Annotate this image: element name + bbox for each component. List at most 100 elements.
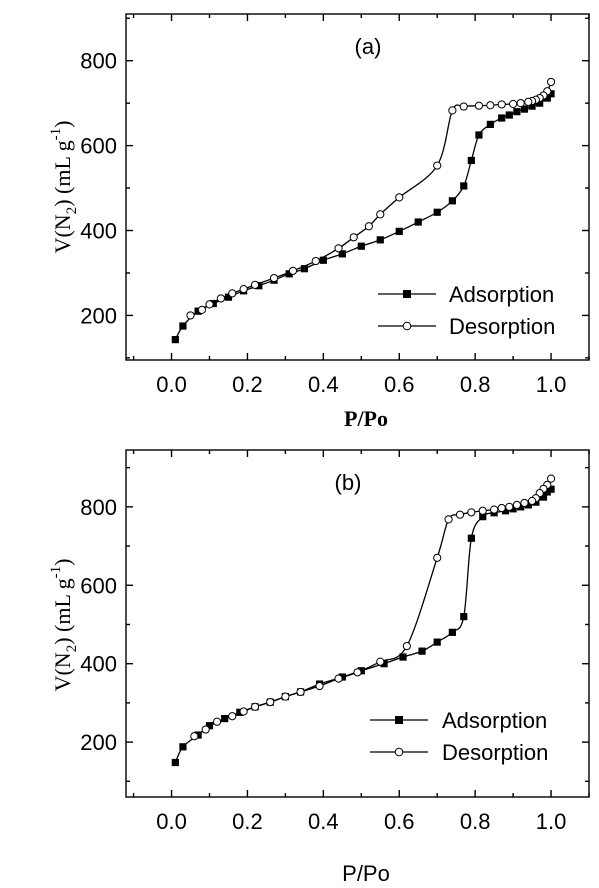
data-point-adsorption — [399, 653, 407, 661]
markers-b — [171, 474, 556, 767]
data-point-adsorption — [547, 485, 555, 493]
data-point-adsorption — [338, 250, 346, 258]
series-line-desorption — [193, 478, 552, 737]
data-point-adsorption — [475, 131, 483, 139]
x-tick-label: 0.2 — [232, 372, 263, 397]
x-tick-label: 1.0 — [536, 809, 567, 834]
legend-marker-adsorption — [403, 290, 411, 298]
data-point-desorption — [433, 161, 442, 170]
data-point-desorption — [402, 641, 411, 651]
y-tick-label: 200 — [80, 730, 117, 755]
x-tick-label: 0.0 — [156, 372, 187, 397]
data-point-desorption — [524, 97, 533, 106]
data-point-desorption — [269, 273, 279, 283]
x-axis-label-b: P/Po — [342, 861, 390, 886]
data-point-desorption — [527, 496, 537, 506]
data-point-adsorption — [171, 336, 179, 344]
legend-label-adsorption: Adsorption — [442, 708, 547, 733]
data-point-adsorption — [380, 660, 388, 668]
legend-a: Adsorption Desorption — [378, 282, 555, 339]
data-point-adsorption — [460, 613, 468, 621]
axis-ticks-b — [126, 450, 590, 797]
axis-ticks-a — [126, 14, 590, 360]
markers-a — [171, 77, 556, 344]
data-point-desorption — [490, 505, 499, 514]
legend-label-desorption: Desorption — [442, 740, 548, 765]
series-line-desorption — [190, 81, 552, 317]
data-point-desorption — [467, 508, 476, 517]
panel-title-b: (b) — [335, 470, 362, 495]
data-point-desorption — [508, 99, 518, 109]
data-point-adsorption — [509, 505, 517, 513]
data-point-adsorption — [479, 513, 487, 521]
data-point-adsorption — [224, 293, 233, 301]
data-point-desorption — [364, 222, 373, 231]
data-point-adsorption — [513, 108, 521, 116]
data-point-adsorption — [395, 227, 403, 235]
plot-frame-b — [125, 449, 590, 798]
data-point-desorption — [497, 100, 506, 109]
y-tick-label: 800 — [80, 49, 117, 74]
data-point-adsorption — [179, 743, 187, 751]
data-point-desorption — [190, 732, 199, 741]
data-point-desorption — [516, 99, 525, 108]
data-point-desorption — [448, 106, 457, 115]
data-point-adsorption — [418, 647, 426, 655]
data-point-adsorption — [357, 242, 365, 250]
data-point-adsorption — [467, 156, 475, 165]
data-point-adsorption — [498, 114, 506, 122]
data-point-adsorption — [448, 197, 456, 205]
tick-labels-a: 0.0 0.2 0.4 0.6 0.8 1.0 200 400 600 800 — [80, 49, 566, 397]
data-point-desorption — [520, 498, 529, 508]
x-tick-label: 0.2 — [232, 809, 263, 834]
legend-label-desorption: Desorption — [449, 314, 555, 339]
data-point-adsorption — [505, 111, 513, 119]
data-point-desorption — [505, 502, 514, 511]
data-point-adsorption — [467, 534, 475, 542]
x-tick-label: 0.0 — [156, 809, 187, 834]
data-point-desorption — [512, 500, 521, 509]
data-point-desorption — [197, 305, 207, 315]
data-point-adsorption — [205, 722, 214, 730]
x-tick-label: 0.6 — [384, 809, 415, 834]
legend-entry-adsorption: Adsorption — [378, 282, 554, 307]
data-point-adsorption — [528, 102, 536, 110]
chart-panel-a: 0.0 0.2 0.4 0.6 0.8 1.0 200 400 600 800 (a) V(N2)… — [48, 13, 590, 431]
y-axis-label-a: V(N2) (mL g-1) — [48, 121, 80, 254]
data-point-desorption — [497, 503, 506, 513]
y-tick-label: 200 — [80, 303, 117, 328]
data-point-adsorption — [376, 236, 384, 244]
legend-b: Adsorption Desorption — [370, 708, 548, 765]
data-point-desorption — [353, 668, 362, 677]
y-tick-label: 400 — [80, 219, 117, 244]
data-point-adsorption — [524, 501, 532, 509]
data-point-desorption — [395, 193, 404, 202]
data-point-adsorption — [414, 218, 422, 226]
data-point-desorption — [250, 280, 260, 289]
y-tick-label: 600 — [80, 134, 117, 159]
data-point-adsorption — [300, 265, 308, 273]
data-point-desorption — [228, 289, 237, 298]
data-point-adsorption — [433, 638, 441, 646]
x-tick-label: 0.6 — [384, 372, 415, 397]
data-point-adsorption — [448, 628, 456, 636]
legend-entry-adsorption: Adsorption — [370, 708, 547, 733]
data-point-desorption — [546, 474, 556, 483]
data-point-desorption — [228, 712, 237, 721]
data-point-adsorption — [543, 488, 551, 496]
x-tick-label: 1.0 — [536, 372, 567, 397]
data-point-desorption — [349, 233, 358, 242]
data-point-desorption — [266, 698, 275, 707]
data-point-desorption — [455, 510, 465, 519]
data-point-desorption — [201, 725, 210, 734]
data-point-adsorption — [179, 322, 187, 330]
legend-label-adsorption: Adsorption — [449, 282, 554, 307]
data-point-desorption — [205, 300, 214, 309]
chart-panel-b: 0.0 0.2 0.4 0.6 0.8 1.0 200 400 600 800 (b) V(N2)… — [48, 449, 590, 886]
data-point-desorption — [250, 702, 260, 711]
data-point-adsorption — [357, 667, 365, 675]
data-point-desorption — [334, 674, 343, 683]
data-point-desorption — [296, 687, 305, 697]
data-point-desorption — [376, 657, 385, 666]
